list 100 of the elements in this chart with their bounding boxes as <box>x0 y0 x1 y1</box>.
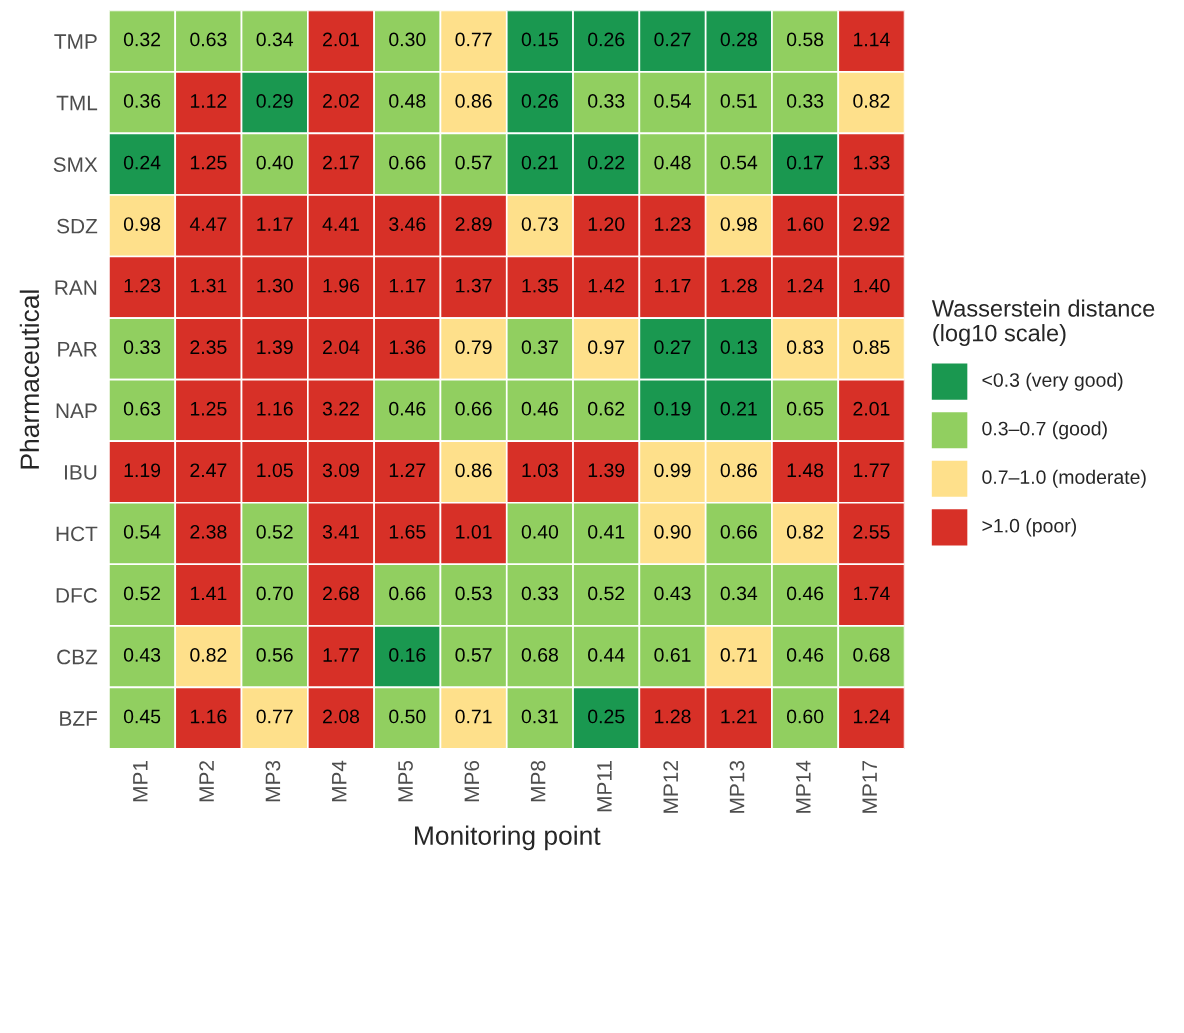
data-label: 0.31 <box>521 709 558 724</box>
y-axis-title: Pharmaceutical <box>19 290 40 469</box>
data-label: 0.44 <box>588 648 625 662</box>
data-label: 1.48 <box>787 463 824 478</box>
data-label: 0.48 <box>389 94 426 108</box>
data-label: 0.40 <box>256 155 293 170</box>
data-label: 1.25 <box>190 155 227 170</box>
y-tick-label: DFC <box>56 588 98 603</box>
data-label: 1.35 <box>522 278 559 293</box>
data-label: 0.33 <box>123 340 161 355</box>
data-label: 0.97 <box>588 340 625 355</box>
data-label: 1.39 <box>588 463 625 478</box>
data-label: 0.43 <box>654 586 691 601</box>
data-label: 0.60 <box>786 709 824 724</box>
y-tick-label: TML <box>56 95 98 111</box>
y-tick-label: HCT <box>56 526 98 542</box>
data-label: 1.03 <box>522 463 558 478</box>
data-label: 0.98 <box>720 217 757 231</box>
data-label: 1.60 <box>787 217 824 231</box>
data-label: 1.36 <box>389 340 426 355</box>
data-label: 2.68 <box>323 586 360 601</box>
data-label: 0.99 <box>654 463 691 478</box>
y-tick-label: BZF <box>60 711 97 726</box>
data-label: 0.54 <box>654 94 691 108</box>
data-label: 0.33 <box>786 94 824 108</box>
data-label: 0.48 <box>654 155 691 170</box>
data-label: 0.41 <box>588 524 625 539</box>
data-label: 0.54 <box>123 524 161 539</box>
data-label: 0.77 <box>455 32 492 47</box>
data-label: 0.66 <box>455 401 492 416</box>
data-label: 0.82 <box>853 94 890 108</box>
data-label: 2.55 <box>853 524 890 539</box>
x-axis-title: Monitoring point <box>415 825 601 851</box>
data-label: 1.12 <box>190 94 227 108</box>
data-label: 1.33 <box>853 155 890 170</box>
data-label: 0.22 <box>588 155 625 170</box>
x-tick-label: MP4 <box>332 760 347 802</box>
data-label: 0.61 <box>654 648 691 662</box>
data-label: 0.26 <box>521 94 558 108</box>
data-label: 1.17 <box>257 217 293 231</box>
data-label: 0.68 <box>853 648 890 662</box>
data-label: 0.53 <box>455 586 492 601</box>
data-label: 0.36 <box>123 94 161 108</box>
data-label: 0.71 <box>455 709 492 724</box>
data-label: 0.33 <box>521 586 558 601</box>
data-label: 1.42 <box>588 278 625 293</box>
data-label: 1.24 <box>853 709 890 724</box>
data-label: 2.01 <box>323 32 359 47</box>
data-label: 1.19 <box>124 463 161 478</box>
data-label: 0.45 <box>123 709 161 724</box>
data-label: 1.23 <box>124 278 161 293</box>
data-label: 1.16 <box>190 709 227 724</box>
x-tick-label: MP12 <box>663 761 678 813</box>
data-label: 1.28 <box>655 709 691 724</box>
data-label: 2.89 <box>455 217 492 231</box>
data-label: 0.40 <box>521 524 559 539</box>
y-tick-label: SMX <box>53 157 98 172</box>
data-label: 3.46 <box>389 217 426 231</box>
x-tick-label: MP17 <box>862 761 877 813</box>
data-label: 2.35 <box>190 340 227 355</box>
data-label: 1.37 <box>456 278 492 293</box>
data-label: 0.83 <box>786 340 824 355</box>
data-label: 0.70 <box>256 586 293 601</box>
data-label: 0.98 <box>123 217 161 231</box>
data-label: 2.02 <box>323 94 359 108</box>
data-label: 0.27 <box>654 32 691 47</box>
x-tick-label: MP13 <box>729 760 745 813</box>
x-tick-label: MP1 <box>133 761 148 802</box>
data-label: 3.09 <box>322 463 359 478</box>
data-label: 0.66 <box>389 586 426 601</box>
data-label: 0.66 <box>720 524 757 539</box>
data-label: 0.46 <box>786 648 824 662</box>
data-label: 0.28 <box>720 32 757 47</box>
data-label: 1.31 <box>190 278 227 293</box>
data-label: 1.24 <box>787 278 824 293</box>
data-label: 1.05 <box>257 463 293 478</box>
data-label: 2.47 <box>190 463 227 477</box>
data-label: 0.46 <box>786 586 824 601</box>
text: 0.3–0.7 (good) <box>982 421 1107 440</box>
y-tick-label: TMP <box>54 34 97 49</box>
data-label: 0.16 <box>389 648 426 662</box>
data-label: 0.82 <box>190 648 227 662</box>
data-label: 0.19 <box>654 401 691 416</box>
legend-title: Wasserstein distance (log10 scale) <box>931 299 1155 347</box>
data-label: 0.79 <box>455 340 492 355</box>
data-label: 3.22 <box>322 401 359 416</box>
data-label: 0.86 <box>455 94 492 108</box>
x-tick-label: MP2 <box>199 761 214 802</box>
data-label: 0.65 <box>786 401 824 416</box>
data-label: 0.21 <box>720 401 757 416</box>
x-tick-label: MP3 <box>265 760 281 802</box>
data-label: 0.57 <box>455 155 492 170</box>
data-label: 0.52 <box>123 586 161 601</box>
data-label: 0.68 <box>521 648 558 662</box>
data-label: 0.17 <box>786 155 824 170</box>
data-label: 1.30 <box>257 278 293 293</box>
data-label: 1.25 <box>190 401 227 416</box>
data-label: 1.77 <box>323 648 359 662</box>
data-label: 2.01 <box>853 401 890 416</box>
data-label: 0.52 <box>256 524 293 539</box>
